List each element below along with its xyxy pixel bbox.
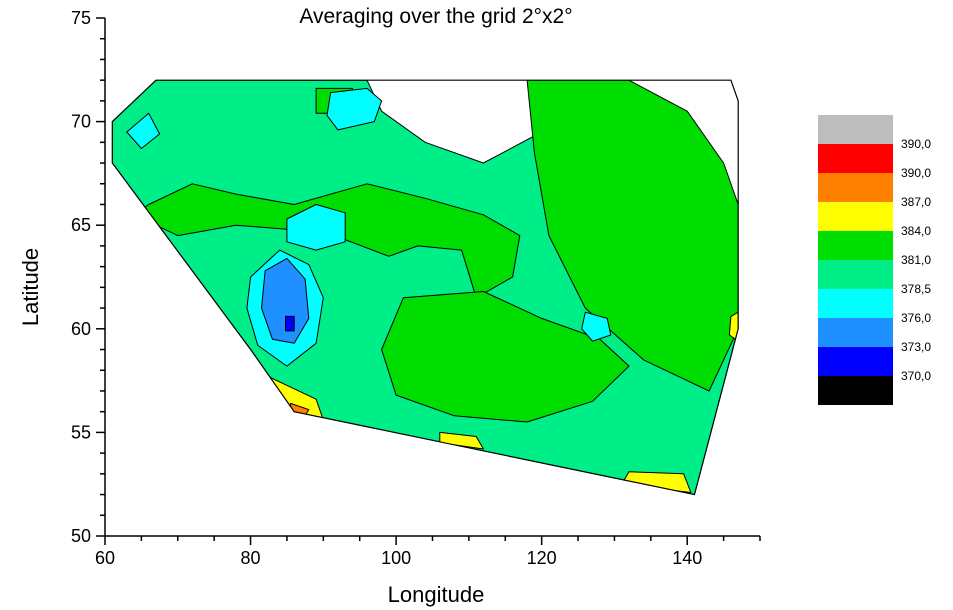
legend-label: 370,0 (901, 369, 931, 383)
data-outline (111, 79, 739, 496)
y-axis-label: Latitude (18, 248, 43, 326)
color-legend: 390,0 390,0 387,0 384,0 381,0 378,5 376,0 373,0… (818, 115, 931, 405)
legend-label: 376,0 (901, 311, 931, 325)
legend-swatch (818, 260, 893, 289)
contour-region-10 (261, 257, 310, 344)
legend-swatch (818, 318, 893, 347)
x-tick-label: 100 (381, 548, 411, 568)
y-tick-label: 75 (71, 8, 91, 28)
legend-swatch (818, 231, 893, 260)
legend-label: 387,0 (901, 195, 931, 209)
x-tick-label: 120 (527, 548, 557, 568)
contour-region-6 (326, 87, 383, 131)
legend-swatch (818, 173, 893, 202)
y-tick-label: 65 (71, 215, 91, 235)
axes: 60 80 100 120 140 50 55 60 65 70 75 (71, 8, 761, 568)
legend-swatch (818, 347, 893, 376)
legend-swatch (818, 202, 893, 231)
y-tick-label: 60 (71, 319, 91, 339)
legend-label: 384,0 (901, 224, 931, 238)
y-ticks: 50 55 60 65 70 75 (71, 8, 105, 546)
legend-label: 381,0 (901, 253, 931, 267)
y-tick-label: 50 (71, 526, 91, 546)
legend-label: 378,5 (901, 282, 931, 296)
contour-regions (112, 80, 739, 495)
contour-region-1 (526, 80, 739, 392)
contour-region-7 (126, 112, 161, 149)
legend-swatch (818, 289, 893, 318)
contour-region-5 (286, 204, 346, 251)
contour-region-18 (220, 330, 240, 357)
plot-area (111, 79, 739, 496)
y-tick-label: 70 (71, 112, 91, 132)
legend-swatch (818, 115, 893, 144)
x-tick-label: 60 (95, 548, 115, 568)
y-tick-label: 55 (71, 422, 91, 442)
contour-region-11 (285, 315, 295, 332)
legend-swatch (818, 376, 893, 405)
legend-label: 390,0 (901, 166, 931, 180)
x-tick-label: 140 (672, 548, 702, 568)
chart-title: Averaging over the grid 2°x2° (299, 5, 572, 28)
legend-swatch (818, 144, 893, 173)
contour-region-13 (439, 431, 484, 450)
contour-region-4 (381, 291, 630, 423)
x-ticks: 60 80 100 120 140 (95, 536, 761, 568)
x-axis-label: Longitude (388, 582, 485, 607)
x-tick-label: 80 (241, 548, 261, 568)
contour-region-9 (581, 311, 612, 342)
legend-label: 390,0 (901, 137, 931, 151)
legend-label: 373,0 (901, 340, 931, 354)
